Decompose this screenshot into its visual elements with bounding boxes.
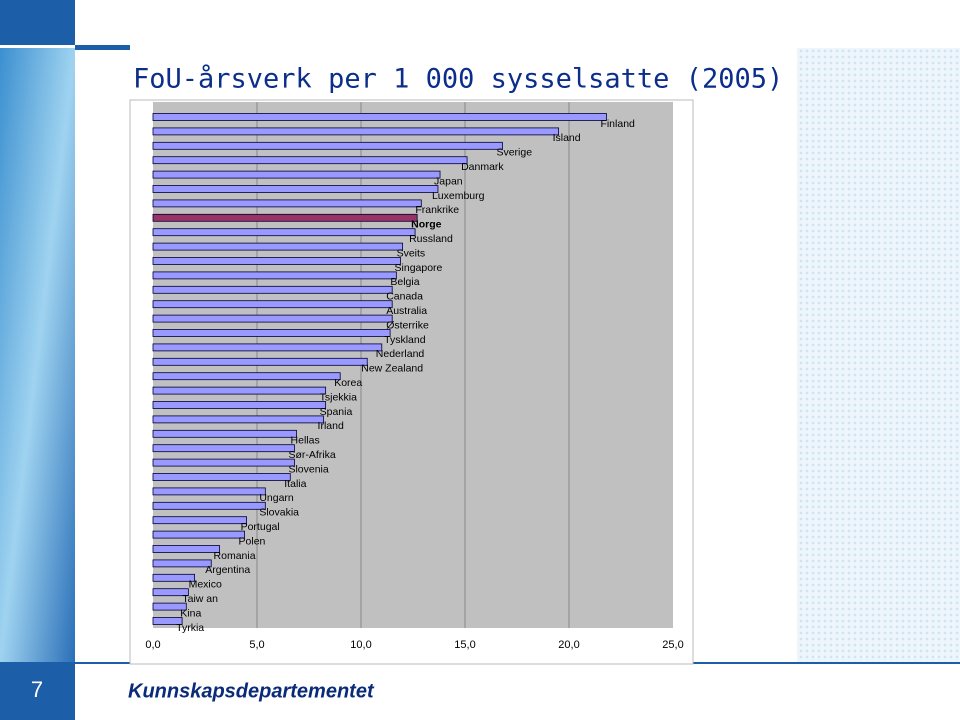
page-box	[0, 664, 75, 720]
bar	[152, 156, 468, 165]
bar	[152, 617, 183, 625]
bar-label: Irland	[318, 420, 344, 432]
bar-label: Nederland	[376, 348, 425, 360]
bar	[152, 501, 266, 510]
chart: 0,0 5,0 10,0 15,0 20,0 25,0 Finland Island Sveri…	[145, 102, 684, 651]
x-tick-label: 10,0	[350, 639, 371, 651]
bar	[152, 444, 295, 453]
bar	[152, 228, 416, 237]
bar-label: Sverige	[496, 147, 532, 159]
bar-label: Frankrike	[415, 204, 459, 216]
bar-label: Russland	[409, 233, 453, 245]
bar-label: Luxemburg	[432, 190, 485, 202]
x-tick-label: 5,0	[249, 639, 264, 651]
bar-label: Belgia	[390, 276, 419, 288]
bar-label: Japan	[434, 175, 463, 187]
bar	[152, 242, 404, 251]
top-bar	[75, 45, 130, 50]
bar	[152, 559, 212, 568]
x-tick-label: 20,0	[558, 639, 579, 651]
bar	[152, 516, 247, 525]
bar-label: Polen	[239, 535, 266, 547]
bar-label: Taiw an	[182, 593, 218, 605]
bar	[152, 602, 187, 611]
bar	[152, 545, 220, 553]
bar-label: Østerrike	[386, 319, 429, 331]
bar	[152, 141, 503, 150]
bar-label: Tyskland	[384, 334, 426, 346]
bar-label: Portugal	[241, 521, 280, 533]
bar	[152, 185, 439, 193]
bar-label: Argentina	[205, 564, 250, 576]
bar	[152, 429, 297, 438]
x-tick-label: 0,0	[145, 639, 160, 651]
bar	[152, 343, 383, 352]
bar	[152, 487, 266, 496]
bar-label: Norge	[411, 219, 441, 231]
bar	[152, 401, 327, 409]
bar	[152, 588, 189, 597]
bar-label: Korea	[334, 377, 362, 389]
bar-label: Kina	[180, 607, 201, 619]
bar-label: Singapore	[395, 262, 443, 274]
bar-label: Sveits	[397, 247, 426, 259]
bar	[152, 170, 441, 179]
bar-label: Island	[553, 132, 581, 144]
bar-label: Danmark	[461, 161, 504, 173]
slide-title: FoU-årsverk per 1 000 sysselsatte (2005)	[133, 64, 783, 95]
bar-label: Slovenia	[288, 463, 328, 475]
bar	[152, 372, 341, 381]
bar	[152, 386, 327, 395]
bar	[152, 458, 295, 467]
bar	[152, 473, 291, 481]
x-tick-label: 25,0	[662, 639, 683, 651]
bar-label: Finland	[600, 118, 635, 130]
bar-label: Sør-Afrika	[288, 449, 335, 461]
bar-label: Italia	[284, 478, 306, 490]
bar-label: New Zealand	[361, 363, 423, 375]
bar	[152, 573, 195, 582]
bar	[152, 314, 393, 323]
bar-label: Hellas	[291, 435, 320, 447]
page-number: 7	[31, 677, 43, 702]
bar-label: Tyrkia	[176, 622, 204, 634]
bar-label: Slovakia	[259, 507, 299, 519]
bar	[152, 257, 401, 265]
right-pattern	[797, 48, 960, 662]
x-tick-label: 15,0	[454, 639, 475, 651]
bar	[152, 285, 393, 294]
bar	[152, 213, 418, 222]
bar	[152, 530, 245, 539]
bar	[152, 113, 607, 121]
bar	[152, 271, 397, 280]
bar-label: Canada	[386, 291, 423, 303]
footer-text: Kunnskapsdepartementet	[128, 680, 375, 702]
bar	[152, 415, 324, 424]
bar	[152, 329, 391, 337]
bar-label: Spania	[320, 406, 353, 418]
bar-label: Australia	[386, 305, 427, 317]
bar	[152, 199, 422, 208]
corner-block	[0, 0, 75, 45]
bar	[152, 357, 368, 366]
bar	[152, 300, 393, 309]
bar-label: Tsjekkia	[320, 391, 358, 403]
left-strip	[0, 48, 75, 662]
bar	[152, 127, 560, 136]
bar-label: Romania	[214, 550, 256, 562]
bar-label: Ungarn	[259, 492, 294, 504]
bar-label: Mexico	[189, 579, 222, 591]
